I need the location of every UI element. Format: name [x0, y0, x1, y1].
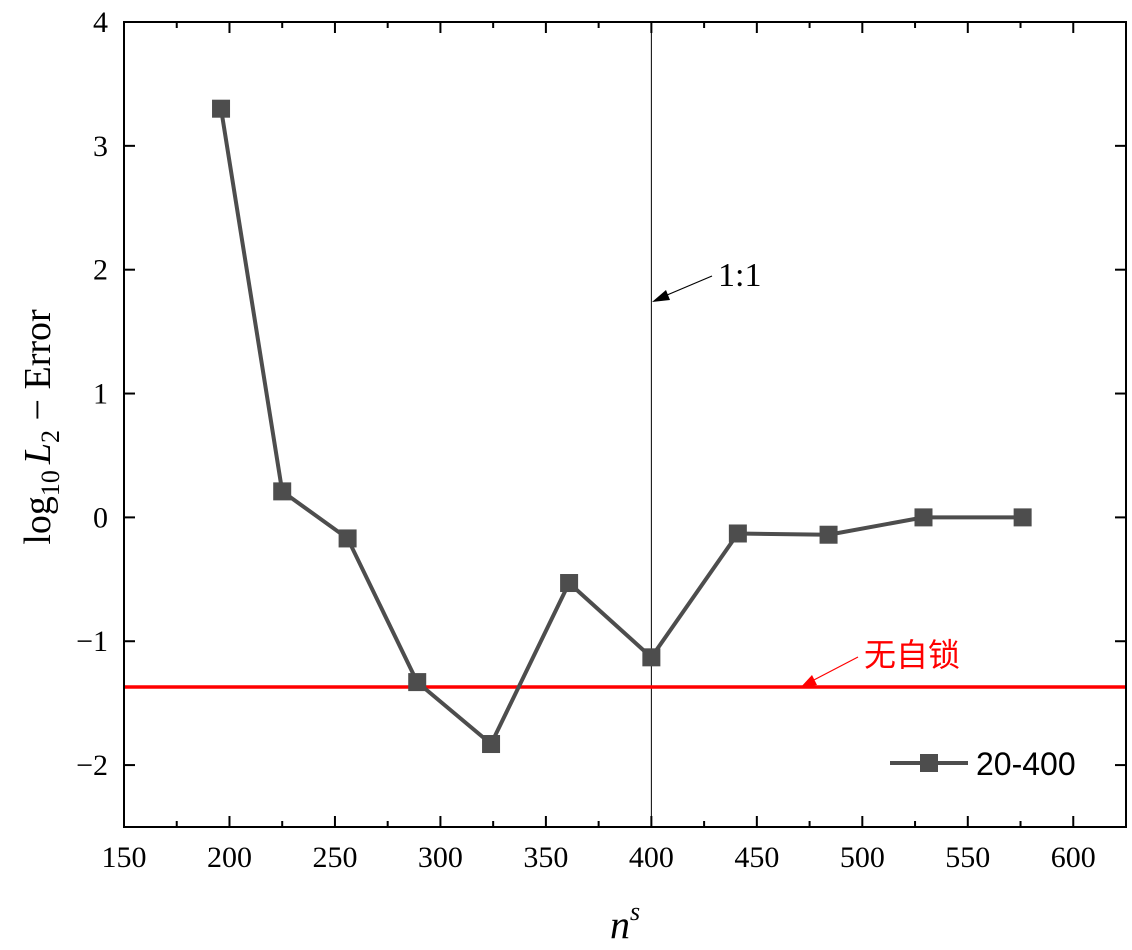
- x-tick-label: 150: [102, 841, 147, 874]
- annotation-1-1-label: 1:1: [718, 257, 761, 294]
- x-tick-label: 550: [945, 841, 990, 874]
- x-tick-label: 200: [207, 841, 252, 874]
- y-tick-label: 4: [93, 6, 108, 39]
- data-point: [273, 482, 292, 501]
- y-tick-label: 1: [93, 378, 108, 411]
- data-point: [914, 508, 933, 527]
- data-point: [728, 524, 747, 543]
- y-axis-title-var-sub: 2: [36, 430, 65, 443]
- y-axis-title-suffix: − Error: [17, 309, 59, 430]
- data-point: [212, 99, 231, 118]
- y-tick-label: 3: [93, 130, 108, 163]
- data-point: [560, 574, 579, 593]
- y-tick-label: −1: [76, 625, 108, 658]
- x-tick-label: 450: [734, 841, 779, 874]
- x-axis-title: ns: [610, 897, 640, 947]
- y-axis-title-var: L: [17, 443, 59, 465]
- data-point: [408, 673, 427, 692]
- y-axis-title-prefix-sub: 10: [36, 470, 65, 496]
- data-point: [642, 648, 661, 667]
- x-axis-title-superscript: s: [630, 897, 640, 926]
- y-tick-label: 2: [93, 254, 108, 287]
- x-tick-label: 500: [840, 841, 885, 874]
- legend-label-20-400: 20-400: [976, 746, 1076, 782]
- y-axis-title-prefix: log: [17, 496, 59, 545]
- data-point: [338, 529, 357, 548]
- annotation-red-line-label: 无自锁: [864, 636, 960, 674]
- annotation-red-line: 无自锁: [800, 636, 960, 688]
- data-point: [1013, 508, 1032, 527]
- data-point: [819, 525, 838, 544]
- y-tick-label: 0: [93, 501, 108, 534]
- x-tick-label: 300: [418, 841, 463, 874]
- x-tick-label: 250: [312, 841, 357, 874]
- series-points: [212, 99, 1032, 754]
- ticks-layer: 150 200 250 300 350 400 450 500 550 600 −2 −1 0 1 2 3 4: [76, 6, 1126, 874]
- x-tick-label: 350: [523, 841, 568, 874]
- y-tick-label: −2: [76, 749, 108, 782]
- x-tick-label: 400: [629, 841, 674, 874]
- plot-frame: [123, 21, 1127, 828]
- data-point: [482, 735, 501, 754]
- legend: 20-400: [890, 746, 1076, 782]
- x-axis-title-base: n: [610, 902, 630, 947]
- y-axis-title: log10 L2 − Error: [17, 309, 65, 545]
- annotation-1-1: 1:1: [652, 257, 761, 302]
- x-tick-label: 600: [1051, 841, 1096, 874]
